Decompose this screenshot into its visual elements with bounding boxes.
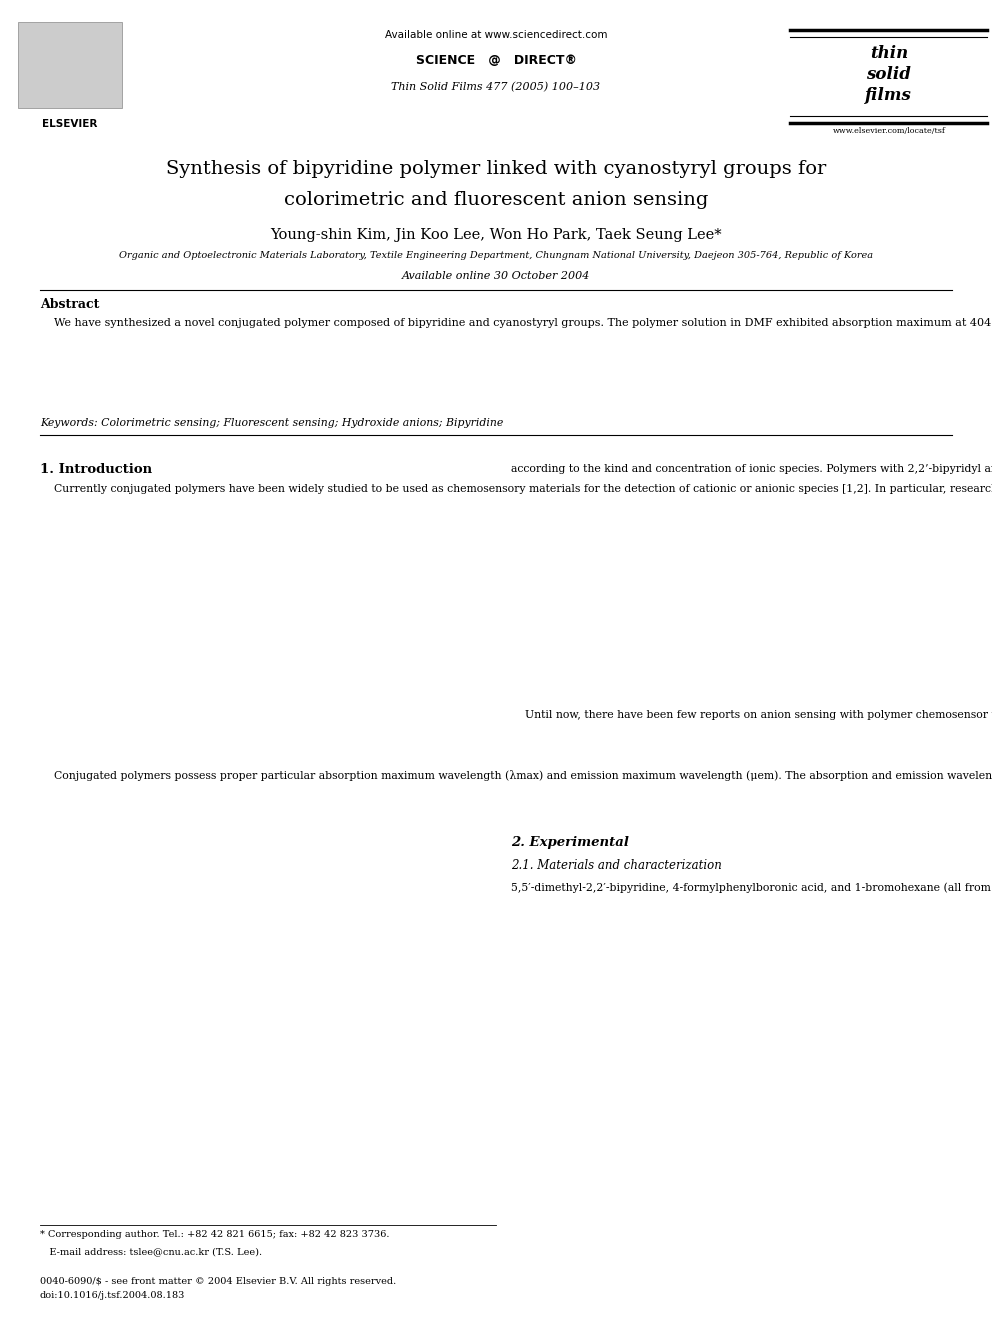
Text: We have synthesized a novel conjugated polymer composed of bipyridine and cyanos: We have synthesized a novel conjugated p… [40,318,992,328]
Text: Currently conjugated polymers have been widely studied to be used as chemosensor: Currently conjugated polymers have been … [40,484,992,495]
Text: * Corresponding author. Tel.: +82 42 821 6615; fax: +82 42 823 3736.: * Corresponding author. Tel.: +82 42 821… [40,1230,389,1240]
Text: www.elsevier.com/locate/tsf: www.elsevier.com/locate/tsf [832,127,945,135]
Text: doi:10.1016/j.tsf.2004.08.183: doi:10.1016/j.tsf.2004.08.183 [40,1291,186,1301]
Text: Until now, there have been few reports on anion sensing with polymer chemosensor: Until now, there have been few reports o… [511,710,992,721]
Text: Young-shin Kim, Jin Koo Lee, Won Ho Park, Taek Seung Lee*: Young-shin Kim, Jin Koo Lee, Won Ho Park… [270,228,722,242]
Text: thin
solid
films: thin solid films [865,45,913,103]
Text: colorimetric and fluorescent anion sensing: colorimetric and fluorescent anion sensi… [284,191,708,209]
Text: Conjugated polymers possess proper particular absorption maximum wavelength (λma: Conjugated polymers possess proper parti… [40,770,992,781]
Text: Organic and Optoelectronic Materials Laboratory, Textile Engineering Department,: Organic and Optoelectronic Materials Lab… [119,251,873,261]
Text: Available online 30 October 2004: Available online 30 October 2004 [402,271,590,282]
Text: Thin Solid Films 477 (2005) 100–103: Thin Solid Films 477 (2005) 100–103 [392,82,600,93]
Text: 1. Introduction: 1. Introduction [40,463,152,476]
Text: 2.1. Materials and characterization: 2.1. Materials and characterization [511,859,722,872]
Text: SCIENCE   @   DIRECT®: SCIENCE @ DIRECT® [416,54,576,67]
Text: 2. Experimental: 2. Experimental [511,836,629,849]
Text: E-mail address: tslee@cnu.ac.kr (T.S. Lee).: E-mail address: tslee@cnu.ac.kr (T.S. Le… [40,1248,262,1257]
Text: Keywords: Colorimetric sensing; Fluorescent sensing; Hydroxide anions; Bipyridin: Keywords: Colorimetric sensing; Fluoresc… [40,418,503,429]
Bar [18,22,122,108]
Text: 0040-6090/$ - see front matter © 2004 Elsevier B.V. All rights reserved.: 0040-6090/$ - see front matter © 2004 El… [40,1277,396,1286]
Text: Available online at www.sciencedirect.com: Available online at www.sciencedirect.co… [385,30,607,41]
Text: 5,5′-dimethyl-2,2′-bipyridine, 4-formylphenylboronic acid, and 1-bromohexane (al: 5,5′-dimethyl-2,2′-bipyridine, 4-formylp… [511,882,992,893]
Text: Abstract: Abstract [40,298,99,311]
Text: according to the kind and concentration of ionic species. Polymers with 2,2’-bip: according to the kind and concentration … [511,463,992,474]
Text: Synthesis of bipyridine polymer linked with cyanostyryl groups for: Synthesis of bipyridine polymer linked w… [166,160,826,179]
Text: ELSEVIER: ELSEVIER [42,119,97,130]
